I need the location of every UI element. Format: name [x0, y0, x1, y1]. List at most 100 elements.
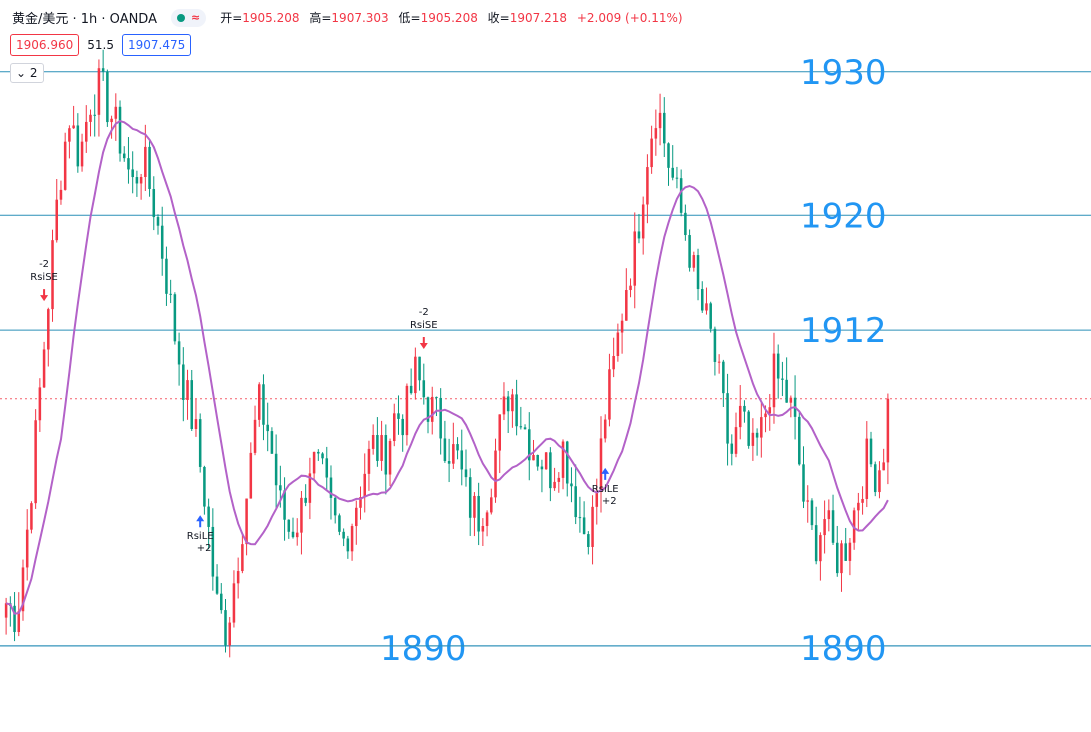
sell-button[interactable]: 1906.960 [10, 34, 80, 56]
spread-value: 51.5 [87, 38, 114, 52]
candle-body [270, 431, 274, 454]
candle-body [700, 289, 704, 311]
candle-body [160, 225, 164, 259]
candle-body [101, 68, 105, 72]
candle-body [654, 128, 658, 139]
candle-body [422, 380, 426, 398]
candle-body [169, 293, 172, 295]
candle-body [325, 458, 329, 478]
signal-qty-label: -2 [419, 307, 429, 318]
candle-body [671, 167, 674, 178]
candle-body [515, 394, 518, 427]
candle-body [443, 438, 447, 462]
buy-button[interactable]: 1907.475 [121, 34, 192, 56]
candle-body [481, 526, 485, 532]
candle-body [355, 507, 358, 527]
candle-body [122, 153, 126, 159]
candle-body [194, 419, 198, 429]
candle-body [447, 461, 451, 464]
candle-body [477, 495, 480, 532]
candle-body [490, 497, 493, 513]
candle-body [241, 544, 244, 572]
candle-body [705, 303, 708, 311]
candle-body [734, 427, 738, 454]
signal-type-label: RsiLE [187, 531, 214, 542]
candle-body [308, 473, 312, 503]
candle-body [760, 417, 763, 438]
candle-body [63, 141, 67, 190]
candle-body [494, 450, 497, 498]
candle-body [878, 470, 881, 493]
candle-body [629, 285, 632, 291]
level-label: 1920 [800, 196, 887, 236]
signal-qty-label: +2 [602, 496, 617, 507]
candle-body [287, 519, 291, 532]
candle-body [751, 432, 755, 446]
candle-body [692, 255, 696, 268]
candle-body [245, 498, 248, 545]
candle-body [464, 469, 468, 478]
candle-body [93, 114, 96, 116]
high-value: 1907.303 [331, 11, 389, 25]
candle-body [722, 361, 725, 394]
sell-arrow-icon [419, 336, 428, 349]
sell-arrow-icon [40, 289, 49, 302]
candle-body [886, 398, 890, 463]
candle-body [452, 444, 455, 464]
level-label: 1890 [800, 629, 887, 669]
candle-body [587, 534, 590, 547]
candle-body [717, 361, 721, 363]
candle-body [519, 426, 523, 428]
candle-body [827, 510, 831, 520]
candle-body [869, 438, 873, 465]
candle-body [371, 435, 375, 449]
candle-body [38, 387, 42, 421]
symbol-title[interactable]: 黄金/美元 · 1h · OANDA [12, 12, 157, 27]
buy-arrow-icon [196, 515, 205, 528]
candle-body [528, 429, 531, 461]
candle-body [317, 451, 320, 454]
candle-body [173, 294, 177, 342]
signal-type-label: RsiSE [410, 320, 438, 331]
candle-body [456, 444, 459, 451]
candle-body [156, 217, 160, 226]
candle-body [565, 441, 569, 484]
indicator-toggle-button[interactable]: ⌄ 2 [10, 63, 44, 83]
candle-body [55, 199, 59, 241]
candle-body [603, 419, 607, 439]
level-label: 1912 [800, 311, 887, 351]
candle-body [110, 118, 113, 123]
candle-body [873, 464, 877, 493]
candle-body [139, 177, 143, 184]
candle-body [511, 394, 514, 412]
candle-body [312, 451, 316, 474]
candle-body [608, 369, 611, 420]
candle-body [658, 112, 662, 129]
candle-body [321, 453, 324, 459]
candle-body [485, 512, 489, 527]
candle-body [131, 169, 134, 178]
candle-body [152, 189, 156, 218]
market-status-pill[interactable]: ≈ [170, 8, 207, 27]
candle-body [384, 435, 388, 475]
candle-body [17, 611, 21, 633]
candle-body [848, 542, 852, 561]
candle-body [730, 443, 734, 454]
candle-body [625, 290, 628, 321]
candle-body [51, 240, 54, 310]
candle-body [47, 309, 50, 350]
candle-body [713, 328, 717, 362]
candle-body [405, 385, 409, 436]
candle-body [532, 455, 535, 461]
candle-body [709, 303, 712, 329]
candle-body [468, 477, 472, 518]
candle-body [304, 497, 307, 503]
candle-body [207, 506, 210, 527]
candle-body [798, 416, 801, 465]
candle-body [663, 112, 666, 144]
candle-body [498, 414, 502, 451]
candle-body [582, 517, 586, 535]
candle-body [338, 515, 341, 532]
candle-body [376, 435, 379, 461]
